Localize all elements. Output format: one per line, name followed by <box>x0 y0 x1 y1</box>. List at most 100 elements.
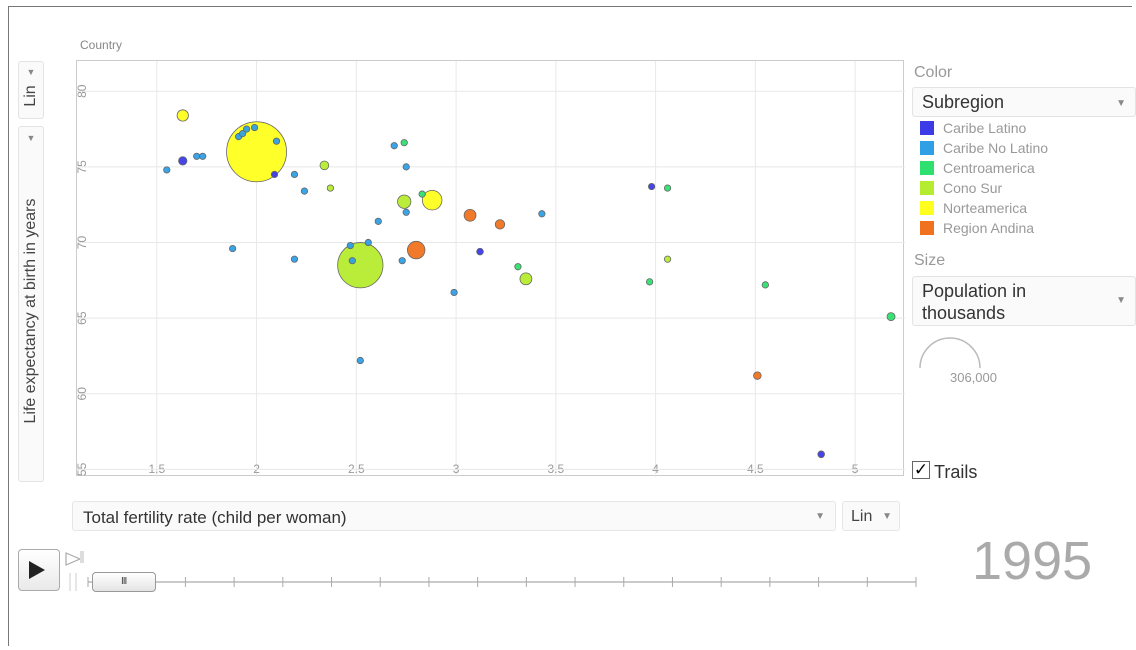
data-bubble[interactable] <box>494 219 506 230</box>
chevron-down-icon: ▼ <box>882 511 892 522</box>
x-scale-label: Lin <box>851 508 873 525</box>
y-tick-label: 65 <box>77 311 89 325</box>
data-bubble[interactable] <box>402 208 410 216</box>
trails-label: Trails <box>934 462 978 482</box>
legend-swatch <box>920 161 934 175</box>
data-bubble[interactable] <box>463 208 477 222</box>
data-bubble[interactable] <box>326 184 334 192</box>
data-bubble[interactable] <box>337 242 384 289</box>
data-bubble[interactable] <box>402 163 410 171</box>
data-bubble[interactable] <box>397 194 412 209</box>
play-icon <box>29 561 45 579</box>
data-bubble[interactable] <box>348 257 356 265</box>
data-bubble[interactable] <box>418 190 426 198</box>
checkbox-check-icon: ✓ <box>912 460 930 479</box>
data-bubble[interactable] <box>242 125 251 133</box>
color-heading: Color <box>914 64 953 81</box>
timeline-slider-thumb[interactable]: III <box>92 572 156 592</box>
legend-swatch <box>920 221 934 235</box>
data-bubble[interactable] <box>663 255 672 263</box>
speed-control[interactable] <box>64 549 86 593</box>
data-bubble[interactable] <box>519 272 533 286</box>
data-bubble[interactable] <box>663 184 672 192</box>
play-button[interactable] <box>18 549 60 591</box>
data-bubble[interactable] <box>364 238 372 247</box>
data-bubble[interactable] <box>648 182 656 191</box>
year-display: 1995 <box>972 531 1093 591</box>
data-bubble[interactable] <box>346 241 354 250</box>
data-bubble[interactable] <box>514 263 522 271</box>
legend-swatch <box>920 121 934 135</box>
y-scale-dropdown[interactable]: ▼ Lin <box>18 61 44 119</box>
data-bubble[interactable] <box>761 281 769 289</box>
plot-area[interactable]: 1.522.533.544.55556065707580 <box>76 60 905 477</box>
x-scale-dropdown[interactable]: Lin ▼ <box>842 501 900 531</box>
timeline-track[interactable] <box>84 568 924 598</box>
size-heading: Size <box>914 252 946 269</box>
data-bubble[interactable] <box>178 156 188 166</box>
legend-label: Norteamerica <box>943 200 1028 216</box>
chevron-down-icon: ▼ <box>815 511 825 522</box>
color-select-value: Subregion <box>922 92 1005 112</box>
data-bubble[interactable] <box>886 312 896 322</box>
data-bubble[interactable] <box>400 139 408 147</box>
y-tick-label: 80 <box>77 84 89 98</box>
legend-swatch <box>920 201 934 215</box>
speed-icon <box>65 551 84 591</box>
x-axis-label: Total fertility rate (child per woman) <box>83 508 347 527</box>
data-bubble[interactable] <box>374 217 382 225</box>
thumb-grip-icon: III <box>121 576 127 587</box>
data-bubble[interactable] <box>199 152 207 160</box>
data-bubble[interactable] <box>538 210 546 218</box>
color-select[interactable]: Subregion ▼ <box>912 87 1136 117</box>
data-bubble[interactable] <box>646 278 654 286</box>
data-bubble[interactable] <box>290 170 299 179</box>
legend-label: Caribe Latino <box>943 120 1027 136</box>
data-bubble[interactable] <box>753 371 762 380</box>
hover-label: Country <box>80 38 123 52</box>
legend-label: Cono Sur <box>943 180 1003 196</box>
x-variable-dropdown[interactable]: Total fertility rate (child per woman) ▼ <box>72 501 836 531</box>
data-bubble[interactable] <box>300 187 309 195</box>
size-select[interactable]: Population in thousands ▼ <box>912 276 1136 326</box>
y-variable-dropdown[interactable]: ▼ Life expectancy at birth in years <box>18 126 44 482</box>
size-legend-arc <box>919 337 981 369</box>
data-bubble[interactable] <box>193 152 201 160</box>
size-legend-value: 306,000 <box>950 370 997 385</box>
bubble-chart: 1.522.533.544.55556065707580 <box>77 61 905 477</box>
chevron-down-icon: ▼ <box>26 67 36 77</box>
data-bubble[interactable] <box>356 356 364 365</box>
chevron-down-icon: ▼ <box>1116 295 1126 306</box>
data-bubble[interactable] <box>390 142 398 150</box>
data-bubble[interactable] <box>450 288 458 297</box>
data-bubble[interactable] <box>398 257 406 265</box>
data-bubble[interactable] <box>290 255 299 263</box>
y-scale-label: Lin <box>22 84 39 107</box>
data-bubble[interactable] <box>817 450 825 459</box>
y-tick-label: 60 <box>77 387 89 401</box>
legend-label: Caribe No Latino <box>943 140 1049 156</box>
visualization-frame <box>8 6 1132 646</box>
chevron-down-icon: ▼ <box>26 133 36 143</box>
y-tick-label: 75 <box>77 160 89 174</box>
data-bubble[interactable] <box>270 170 279 179</box>
data-bubble[interactable] <box>239 130 247 138</box>
y-tick-label: 70 <box>77 236 89 250</box>
data-bubble[interactable] <box>229 244 237 253</box>
legend-swatch <box>920 141 934 155</box>
legend-label: Region Andina <box>943 220 1035 236</box>
legend-swatch <box>920 181 934 195</box>
data-bubble[interactable] <box>319 160 330 171</box>
data-bubble[interactable] <box>163 166 171 174</box>
y-axis-label: Life expectancy at birth in years <box>22 198 39 424</box>
data-bubble[interactable] <box>250 123 259 132</box>
legend-label: Centroamerica <box>943 160 1035 176</box>
y-tick-label: 55 <box>77 462 89 476</box>
data-bubble[interactable] <box>176 109 189 122</box>
data-bubble[interactable] <box>476 247 484 256</box>
data-bubble[interactable] <box>421 189 443 211</box>
data-bubble[interactable] <box>272 137 281 145</box>
size-select-value: Population in thousands <box>922 281 1027 323</box>
data-bubble[interactable] <box>406 240 426 260</box>
chevron-down-icon: ▼ <box>1116 98 1126 109</box>
